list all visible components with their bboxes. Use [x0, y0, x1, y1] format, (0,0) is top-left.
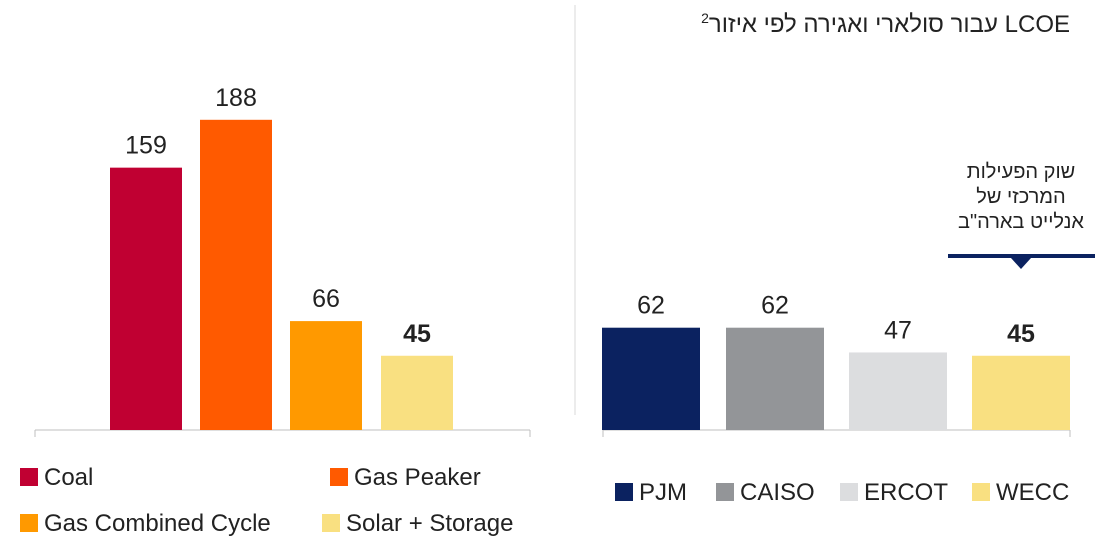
legend-label: WECC	[996, 479, 1069, 506]
chart-title: LCOE עבור סולארי ואגירה לפי איזור2	[701, 10, 1070, 39]
bar	[290, 321, 362, 430]
legend-label: Solar + Storage	[346, 510, 513, 537]
value-label: 47	[884, 316, 912, 344]
bar	[726, 327, 824, 430]
value-label: 188	[215, 84, 257, 112]
bar	[110, 167, 182, 430]
legend-swatch	[20, 514, 38, 532]
bar	[381, 355, 453, 430]
annotation-line: שוק הפעילות	[967, 161, 1075, 183]
legend-label: CAISO	[740, 479, 815, 506]
legend-swatch	[20, 468, 38, 486]
legend-label: Gas Peaker	[354, 464, 481, 491]
annotation-line: אנלייט בארה"ב	[958, 211, 1084, 233]
bar	[972, 355, 1070, 430]
legend-swatch	[716, 483, 734, 501]
annotation-line: המרכזי של	[976, 186, 1065, 208]
legend-label: Coal	[44, 464, 93, 491]
bar	[849, 352, 947, 430]
legend-label: PJM	[639, 479, 687, 506]
value-label: 45	[1007, 320, 1035, 348]
bar	[602, 327, 700, 430]
value-label: 45	[403, 320, 431, 348]
value-label: 66	[312, 285, 340, 313]
legend-swatch	[972, 483, 990, 501]
legend-label: ERCOT	[864, 479, 948, 506]
value-label: 62	[761, 292, 789, 320]
annotation-arrow	[1011, 258, 1031, 269]
value-label: 159	[125, 132, 167, 160]
bar	[200, 119, 272, 431]
value-label: 62	[637, 292, 665, 320]
title-footnote: 2	[701, 10, 709, 26]
title-text: LCOE עבור סולארי ואגירה לפי איזור	[708, 11, 1070, 38]
legend-swatch	[615, 483, 633, 501]
legend-swatch	[840, 483, 858, 501]
legend-swatch	[322, 514, 340, 532]
legend-label: Gas Combined Cycle	[44, 510, 271, 537]
legend-swatch	[330, 468, 348, 486]
